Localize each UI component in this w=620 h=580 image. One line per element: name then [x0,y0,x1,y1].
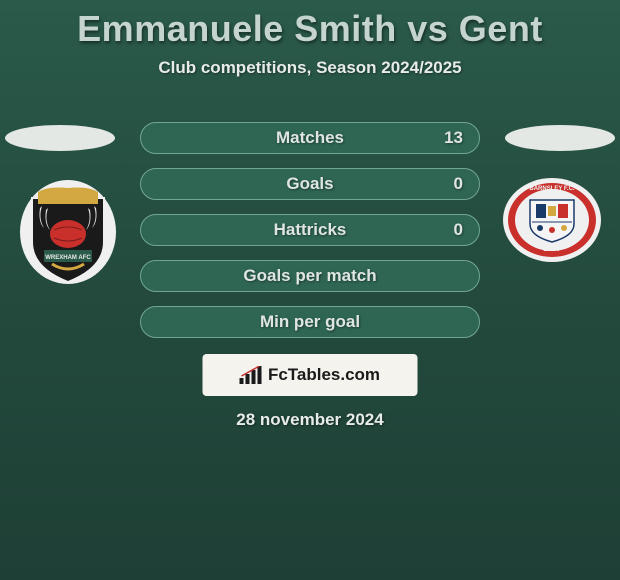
stat-row-hattricks: Hattricks 0 [140,214,480,246]
stat-label: Min per goal [260,312,360,332]
stat-row-goals: Goals 0 [140,168,480,200]
svg-text:WREXHAM AFC: WREXHAM AFC [45,255,91,261]
stats-container: Matches 13 Goals 0 Hattricks 0 Goals per… [140,122,480,352]
stat-value-right: 0 [454,220,463,240]
player-photo-placeholder-right [505,125,615,151]
stat-row-goals-per-match: Goals per match [140,260,480,292]
svg-text:1887: 1887 [543,244,561,253]
branding-text: FcTables.com [268,365,380,385]
page-title: Emmanuele Smith vs Gent [0,0,620,50]
stat-row-matches: Matches 13 [140,122,480,154]
bar-chart-icon [240,366,264,384]
player-photo-placeholder-left [5,125,115,151]
club-crest-right: 1887 BARNSLEY F.C. [502,178,602,263]
stat-label: Matches [276,128,344,148]
stat-value-right: 13 [444,128,463,148]
stat-row-min-per-goal: Min per goal [140,306,480,338]
stat-label: Goals [286,174,333,194]
stat-label: Hattricks [274,220,347,240]
svg-text:BARNSLEY F.C.: BARNSLEY F.C. [529,186,575,192]
branding-badge: FcTables.com [203,354,418,396]
date-text: 28 november 2024 [0,410,620,430]
stat-value-right: 0 [454,174,463,194]
subtitle: Club competitions, Season 2024/2025 [0,58,620,78]
club-crest-left: WREXHAM AFC [18,178,118,286]
stat-label: Goals per match [243,266,376,286]
